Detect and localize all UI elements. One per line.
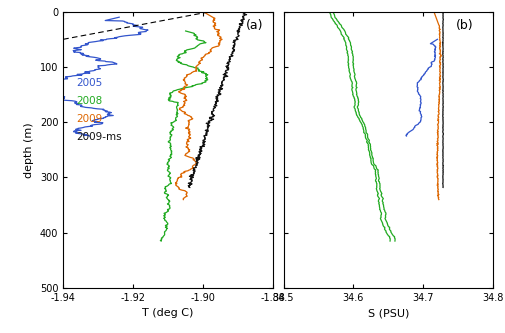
Text: (a): (a) [245, 19, 263, 32]
Text: 2008: 2008 [76, 96, 102, 106]
X-axis label: S (PSU): S (PSU) [367, 308, 409, 318]
Y-axis label: depth (m): depth (m) [24, 122, 34, 178]
Text: 2005: 2005 [76, 78, 102, 88]
Text: (b): (b) [454, 19, 472, 32]
Text: 2009-ms: 2009-ms [76, 132, 121, 142]
Text: 2009: 2009 [76, 114, 102, 124]
X-axis label: T (deg C): T (deg C) [142, 308, 193, 318]
